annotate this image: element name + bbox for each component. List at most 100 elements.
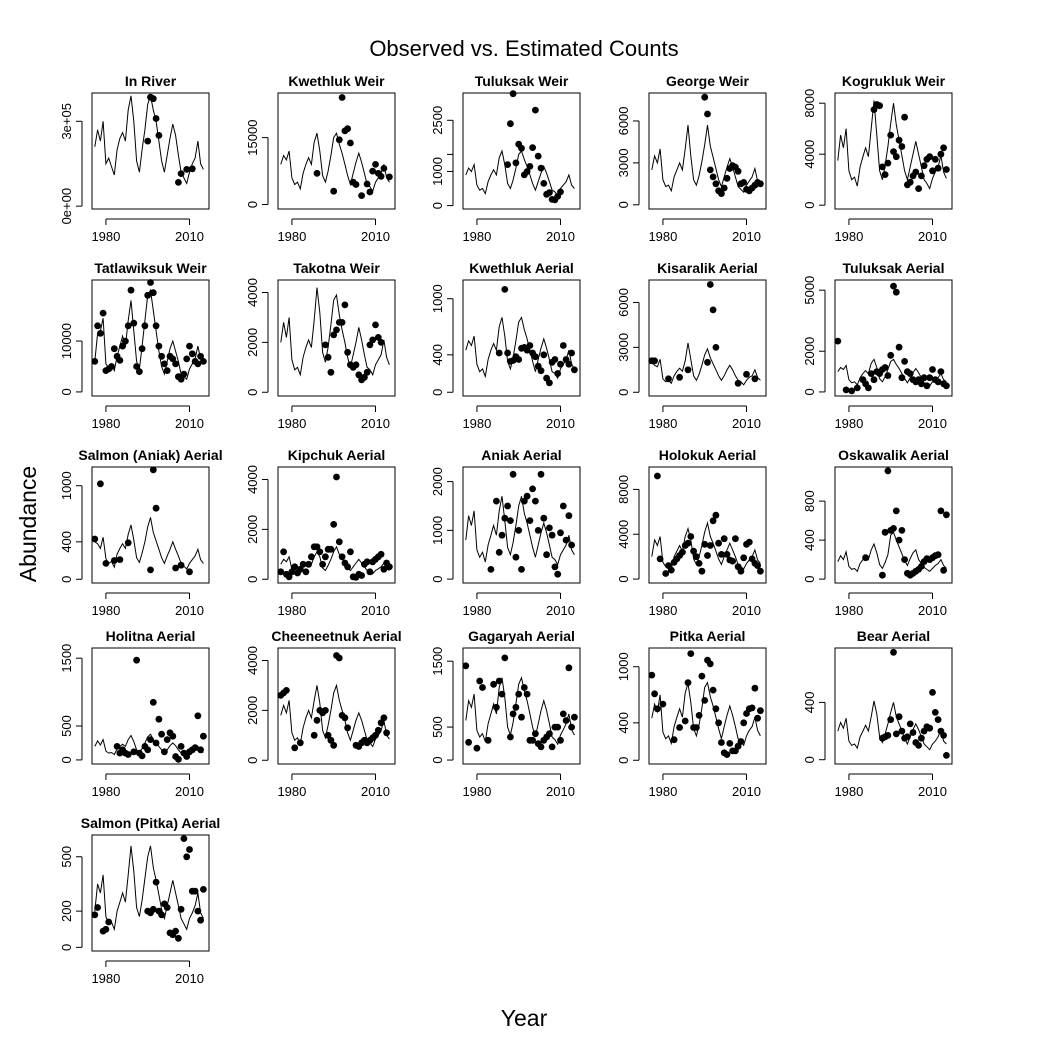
x-tick-label: 2010 <box>175 416 204 431</box>
observed-point <box>734 167 742 175</box>
observed-point <box>926 724 934 732</box>
observed-point <box>291 563 299 571</box>
observed-point <box>920 162 928 170</box>
observed-point <box>898 727 906 735</box>
observed-point <box>495 677 503 685</box>
panel-title: Bear Aerial <box>857 628 930 644</box>
x-tick-label: 1980 <box>277 784 306 799</box>
plot-frame <box>91 466 210 584</box>
observed-point <box>890 148 897 156</box>
observed-point <box>175 934 182 942</box>
observed-point <box>709 517 717 525</box>
observed-point <box>926 153 934 161</box>
x-tick-label: 2010 <box>732 603 761 618</box>
observed-point <box>366 341 374 349</box>
panel-title: George Weir <box>666 73 750 89</box>
observed-point <box>108 363 115 370</box>
observed-point <box>943 382 950 390</box>
observed-point <box>479 684 486 691</box>
observed-point <box>931 709 939 716</box>
y-tick-label: 500 <box>430 716 445 738</box>
observed-point <box>462 662 470 670</box>
y-tick-label: 0 <box>616 201 631 208</box>
observed-point <box>681 717 689 725</box>
observed-point <box>344 724 351 732</box>
observed-point <box>183 853 191 861</box>
observed-point <box>498 690 506 698</box>
x-tick-label: 1980 <box>277 603 306 618</box>
y-tick-label: 500 <box>59 715 74 737</box>
estimated-line <box>465 676 575 746</box>
plot-frame <box>277 647 396 765</box>
y-tick-label: 800 <box>802 490 817 512</box>
y-tick-label: 400 <box>802 529 817 551</box>
observed-point <box>546 524 553 532</box>
y-tick-label: 0 <box>245 576 260 583</box>
panel-2: Tuluksak Weir 1980 2010 0 1000 2500 <box>430 73 581 244</box>
panel-5: Tatlawiksuk Weir 1980 2010 0 10000 <box>59 260 210 431</box>
observed-point <box>175 179 182 186</box>
observed-point <box>175 755 182 763</box>
observed-point <box>504 502 511 510</box>
panel-19: Bear Aerial 1980 2010 0 400 <box>802 628 953 799</box>
observed-point <box>163 367 171 374</box>
observed-point <box>91 911 99 919</box>
plot-frame <box>91 92 210 210</box>
observed-point <box>884 467 892 475</box>
y-tick-label: 4000 <box>802 140 817 169</box>
observed-point <box>130 748 138 756</box>
observed-point <box>327 736 335 744</box>
observed-point <box>515 690 523 698</box>
observed-point <box>94 322 101 330</box>
x-tick-label: 1980 <box>648 784 677 799</box>
observed-point <box>507 517 514 524</box>
observed-point <box>701 697 709 704</box>
panel-title: Kisaralik Aerial <box>657 260 758 276</box>
observed-point <box>887 131 895 139</box>
observed-point <box>895 136 903 144</box>
observed-point <box>718 551 725 558</box>
y-tick-label: 0 <box>616 389 631 396</box>
observed-point <box>291 744 299 752</box>
observed-point <box>324 731 332 739</box>
observed-point <box>562 717 570 724</box>
observed-point <box>532 497 539 505</box>
observed-point <box>667 566 675 574</box>
observed-point <box>366 568 374 576</box>
observed-point <box>155 342 163 350</box>
y-tick-label: 500 <box>59 846 74 868</box>
observed-point <box>377 173 385 180</box>
y-tick-label: 0 <box>59 944 74 951</box>
estimated-line <box>651 125 761 194</box>
observed-point <box>712 705 720 713</box>
observed-point <box>285 573 293 581</box>
observed-point <box>177 170 185 178</box>
panel-15: Holitna Aerial 1980 2010 0 500 1500 <box>59 628 210 799</box>
observed-point <box>313 716 321 724</box>
observed-point <box>127 286 135 294</box>
y-tick-label: 0 <box>245 757 260 764</box>
observed-point <box>693 724 700 731</box>
observed-point <box>915 742 922 749</box>
observed-point <box>726 740 734 747</box>
observed-point <box>712 344 720 351</box>
observed-point <box>347 548 354 556</box>
observed-point <box>177 743 185 750</box>
observed-point <box>934 378 942 386</box>
observed-point <box>94 904 101 911</box>
plot-frame <box>834 647 953 765</box>
observed-point <box>504 349 511 357</box>
observed-point <box>740 554 748 562</box>
y-tick-label: 400 <box>59 531 74 553</box>
observed-point <box>546 730 553 738</box>
observed-point <box>352 361 360 369</box>
observed-point <box>161 360 168 368</box>
observed-point <box>892 153 900 161</box>
observed-point <box>380 714 388 722</box>
observed-point <box>715 539 722 547</box>
x-tick-label: 2010 <box>175 971 204 986</box>
y-tick-label: 2000 <box>245 696 260 725</box>
observed-point <box>718 190 725 198</box>
observed-point <box>515 356 523 363</box>
